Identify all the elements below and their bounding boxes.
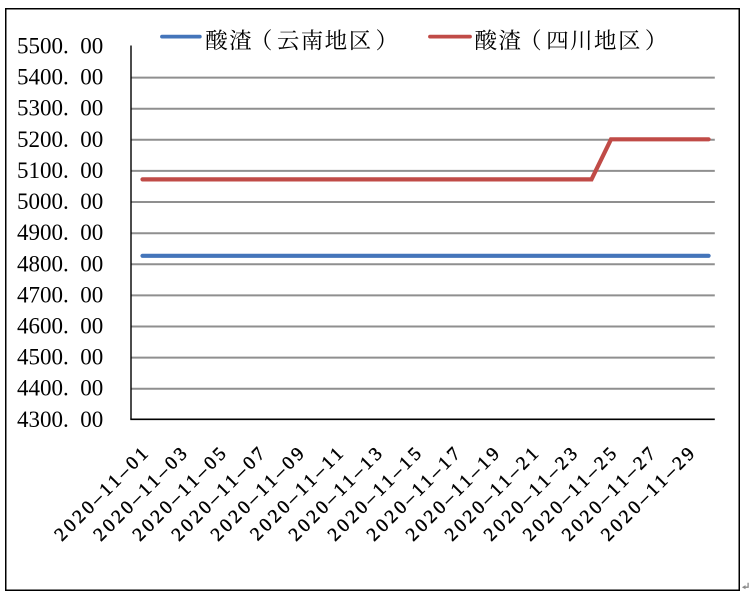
svg-text:4800.00: 4800. 00 [17, 251, 103, 276]
svg-text:5200.00: 5200. 00 [17, 127, 103, 152]
svg-text:5500.00: 5500. 00 [17, 34, 103, 59]
svg-text:5100.00: 5100. 00 [17, 158, 103, 183]
svg-text:4900.00: 4900. 00 [17, 220, 103, 245]
svg-text:4700.00: 4700. 00 [17, 282, 103, 307]
svg-text:5300.00: 5300. 00 [17, 96, 103, 121]
svg-text:4400.00: 4400. 00 [17, 376, 103, 401]
svg-text:4600.00: 4600. 00 [17, 314, 103, 339]
svg-text:4300.00: 4300. 00 [17, 407, 103, 432]
svg-text:5400.00: 5400. 00 [17, 65, 103, 90]
svg-text:4500.00: 4500. 00 [17, 345, 103, 370]
svg-text:5000.00: 5000. 00 [17, 189, 103, 214]
